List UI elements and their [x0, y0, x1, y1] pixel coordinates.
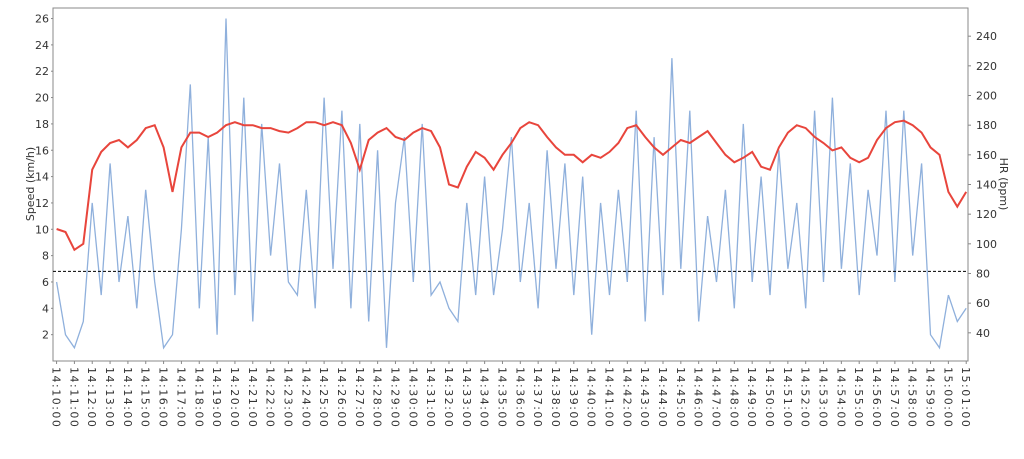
x-tick-label: 14:34:00: [478, 367, 491, 428]
x-tick-label: 14:11:00: [67, 367, 80, 428]
x-tick-label: 14:31:00: [424, 367, 437, 428]
x-tick-label: 14:19:00: [210, 367, 223, 428]
x-tick-label: 14:59:00: [924, 367, 937, 428]
y2-tick-label: 220: [976, 60, 997, 73]
y-tick-label: 18: [35, 118, 49, 131]
x-tick-label: 14:14:00: [121, 367, 134, 428]
x-tick-label: 14:23:00: [281, 367, 294, 428]
y-tick-label: 2: [42, 329, 49, 342]
y2-axis-label: HR (bpm): [997, 158, 1010, 211]
x-tick-label: 14:46:00: [692, 367, 705, 428]
y-tick-label: 14: [35, 171, 49, 184]
x-tick-label: 14:20:00: [228, 367, 241, 428]
y2-tick-label: 100: [976, 238, 997, 251]
y2-tick-label: 200: [976, 90, 997, 103]
x-tick-label: 14:37:00: [531, 367, 544, 428]
x-tick-label: 14:39:00: [567, 367, 580, 428]
y-tick-label: 26: [35, 13, 49, 26]
x-tick-label: 15:01:00: [959, 367, 972, 428]
x-tick-label: 14:58:00: [906, 367, 919, 428]
x-tick-label: 14:28:00: [371, 367, 384, 428]
x-tick-label: 14:47:00: [710, 367, 723, 428]
y2-tick-label: 40: [976, 327, 990, 340]
y-axis-label: Speed (km/h): [24, 147, 37, 221]
y2-tick-label: 180: [976, 119, 997, 132]
x-tick-label: 14:32:00: [442, 367, 455, 428]
x-tick-label: 14:13:00: [103, 367, 116, 428]
y2-tick-label: 140: [976, 179, 997, 192]
x-tick-label: 14:15:00: [139, 367, 152, 428]
plot-frame: [52, 7, 969, 362]
x-tick-label: 14:52:00: [799, 367, 812, 428]
x-tick-label: 14:45:00: [674, 367, 687, 428]
x-tick-label: 14:55:00: [852, 367, 865, 428]
y2-tick-label: 60: [976, 297, 990, 310]
series-line: [56, 119, 968, 252]
x-tick-label: 14:24:00: [299, 367, 312, 428]
x-tick-label: 14:35:00: [495, 367, 508, 428]
x-tick-label: 14:57:00: [888, 367, 901, 428]
x-tick-label: 14:54:00: [834, 367, 847, 428]
y2-tick-label: 160: [976, 149, 997, 162]
x-tick-label: 14:51:00: [781, 367, 794, 428]
x-tick-label: 14:50:00: [763, 367, 776, 428]
y-tick-label: 4: [42, 302, 49, 315]
x-tick-label: 14:43:00: [638, 367, 651, 428]
x-tick-label: 14:18:00: [192, 367, 205, 428]
x-tick-label: 14:10:00: [50, 367, 63, 428]
y-tick-label: 6: [42, 276, 49, 289]
y-tick-label: 10: [35, 223, 49, 236]
x-tick-label: 14:36:00: [513, 367, 526, 428]
series-line: [55, 18, 967, 350]
y2-tick-label: 80: [976, 267, 990, 280]
x-tick-label: 14:16:00: [157, 367, 170, 428]
x-tick-label: 14:53:00: [817, 367, 830, 428]
y-tick-label: 24: [35, 39, 49, 52]
x-tick-label: 14:38:00: [549, 367, 562, 428]
y-tick-label: 22: [35, 65, 49, 78]
x-tick-label: 14:33:00: [460, 367, 473, 428]
x-tick-label: 14:42:00: [620, 367, 633, 428]
x-tick-label: 14:17:00: [174, 367, 187, 428]
x-tick-label: 14:49:00: [745, 367, 758, 428]
y2-tick-label: 120: [976, 208, 997, 221]
x-tick-label: 14:22:00: [264, 367, 277, 428]
x-tick-label: 14:21:00: [246, 367, 259, 428]
y-tick-label: 8: [42, 250, 49, 263]
x-tick-label: 14:12:00: [85, 367, 98, 428]
x-tick-label: 14:44:00: [656, 367, 669, 428]
x-tick-label: 14:56:00: [870, 367, 883, 428]
x-tick-label: 14:29:00: [388, 367, 401, 428]
x-tick-label: 14:40:00: [585, 367, 598, 428]
x-tick-label: 15:00:00: [941, 367, 954, 428]
x-tick-label: 14:48:00: [727, 367, 740, 428]
x-tick-label: 14:26:00: [335, 367, 348, 428]
y2-tick-label: 240: [976, 30, 997, 43]
x-tick-label: 14:25:00: [317, 367, 330, 428]
x-tick-label: 14:27:00: [353, 367, 366, 428]
x-tick-label: 14:30:00: [406, 367, 419, 428]
x-tick-label: 14:41:00: [602, 367, 615, 428]
y-tick-label: 20: [35, 92, 49, 105]
y-tick-label: 12: [35, 197, 49, 210]
y-tick-label: 16: [35, 144, 49, 157]
